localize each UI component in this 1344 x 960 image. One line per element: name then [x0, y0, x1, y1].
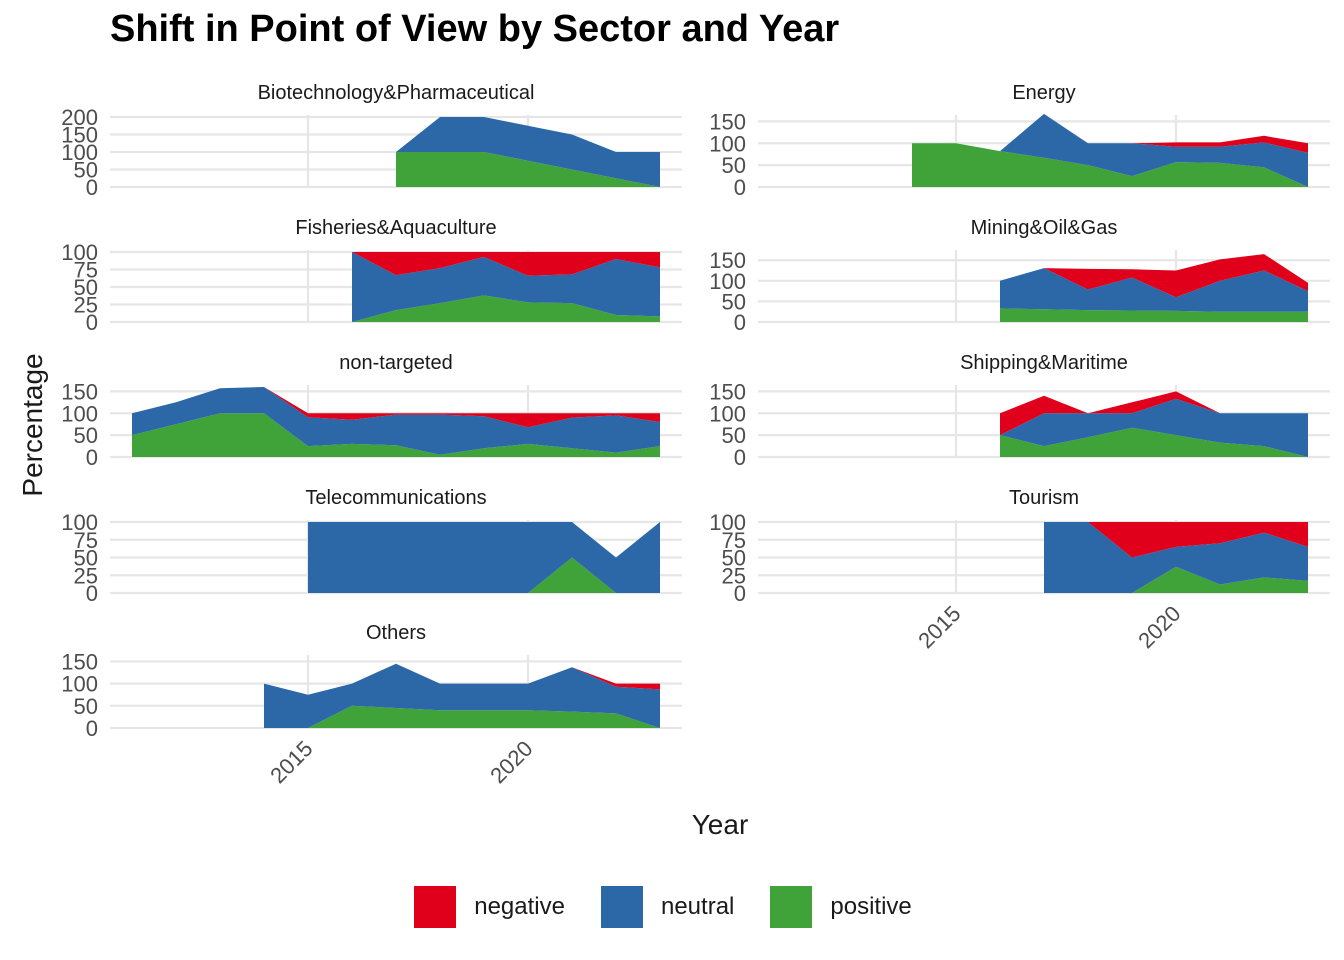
area-negative [1044, 522, 1308, 558]
y-tick-label: 50 [722, 153, 746, 178]
panel-title: Shipping&Maritime [960, 352, 1128, 374]
legend-label: neutral [660, 893, 735, 920]
y-tick-label: 50 [74, 546, 98, 571]
legend-label: positive [830, 893, 912, 920]
area-neutral [132, 387, 660, 455]
y-tick-label: 0 [86, 716, 98, 741]
area-positive [396, 152, 660, 187]
x-tick-label: 2015 [913, 601, 965, 653]
legend-item-positive: positive [770, 886, 912, 928]
y-tick-label: 100 [61, 240, 98, 265]
area-neutral [352, 252, 660, 322]
y-tick-label: 50 [74, 423, 98, 448]
x-tick-label: 2020 [485, 736, 537, 788]
area-positive [352, 295, 660, 322]
legend-item-negative: negative [414, 886, 565, 928]
y-tick-label: 0 [86, 310, 98, 335]
y-tick-label: 25 [74, 563, 98, 588]
chart-title: Shift in Point of View by Sector and Yea… [110, 8, 840, 50]
legend-label: negative [474, 893, 565, 920]
area-neutral [264, 663, 660, 728]
x-tick-label: 2020 [1133, 601, 1185, 653]
legend-swatch [770, 886, 813, 928]
y-tick-label: 25 [74, 293, 98, 318]
y-tick-label: 0 [734, 581, 746, 606]
area-positive [308, 557, 660, 593]
y-tick-label: 50 [74, 694, 98, 719]
y-tick-label: 100 [61, 672, 98, 697]
y-tick-label: 150 [709, 109, 746, 134]
area-negative [132, 387, 660, 428]
faceted-area-chart: 050100150200Biotechnology&Pharmaceutical… [17, 82, 1330, 840]
y-tick-label: 75 [74, 528, 98, 553]
y-tick-label: 0 [86, 581, 98, 606]
y-tick-label: 75 [74, 258, 98, 283]
panel-title: Others [366, 622, 426, 644]
y-tick-label: 100 [709, 510, 746, 535]
y-tick-label: 50 [722, 423, 746, 448]
y-tick-label: 150 [61, 123, 98, 148]
y-tick-label: 100 [61, 510, 98, 535]
area-negative [352, 252, 660, 276]
area-positive [912, 143, 1308, 187]
area-neutral [308, 522, 660, 593]
area-positive [132, 413, 660, 457]
legend-swatch [414, 886, 457, 928]
panel-title: Telecommunications [305, 487, 486, 509]
y-tick-label: 50 [74, 275, 98, 300]
y-tick-label: 200 [61, 105, 98, 130]
legend: negative neutral positive [0, 886, 1344, 928]
panel-title: Fisheries&Aquaculture [295, 217, 496, 239]
y-tick-label: 100 [61, 401, 98, 426]
y-axis-title: Percentage [17, 353, 48, 496]
y-tick-label: 0 [86, 445, 98, 470]
panel-title: non-targeted [339, 352, 452, 374]
area-negative [1000, 391, 1308, 436]
y-tick-label: 0 [734, 445, 746, 470]
area-negative [912, 113, 1308, 153]
y-tick-label: 50 [722, 546, 746, 571]
area-positive [1000, 308, 1308, 322]
x-tick-label: 2015 [265, 736, 317, 788]
y-tick-label: 150 [709, 248, 746, 273]
area-positive [1044, 566, 1308, 593]
legend-item-neutral: neutral [600, 886, 735, 928]
y-tick-label: 0 [734, 310, 746, 335]
y-tick-label: 100 [709, 269, 746, 294]
area-neutral [1000, 268, 1308, 312]
panel-title: Energy [1012, 82, 1075, 104]
area-positive [264, 705, 660, 728]
y-tick-label: 150 [61, 649, 98, 674]
area-neutral [1000, 398, 1308, 457]
area-neutral [396, 117, 660, 187]
area-positive [1000, 427, 1308, 457]
y-tick-label: 75 [722, 528, 746, 553]
x-axis-title: Year [692, 809, 749, 840]
area-negative [1000, 254, 1308, 298]
y-tick-label: 150 [61, 379, 98, 404]
y-tick-label: 100 [709, 131, 746, 156]
y-tick-label: 150 [709, 379, 746, 404]
y-tick-label: 25 [722, 563, 746, 588]
panel-title: Mining&Oil&Gas [971, 217, 1118, 239]
panel-title: Biotechnology&Pharmaceutical [258, 82, 535, 104]
area-neutral [912, 113, 1308, 187]
legend-swatch [600, 886, 643, 928]
y-tick-label: 50 [722, 289, 746, 314]
y-tick-label: 50 [74, 158, 98, 183]
y-tick-label: 0 [734, 175, 746, 200]
y-tick-label: 0 [86, 175, 98, 200]
panel-title: Tourism [1009, 487, 1079, 509]
y-tick-label: 100 [709, 401, 746, 426]
y-tick-label: 100 [61, 140, 98, 165]
